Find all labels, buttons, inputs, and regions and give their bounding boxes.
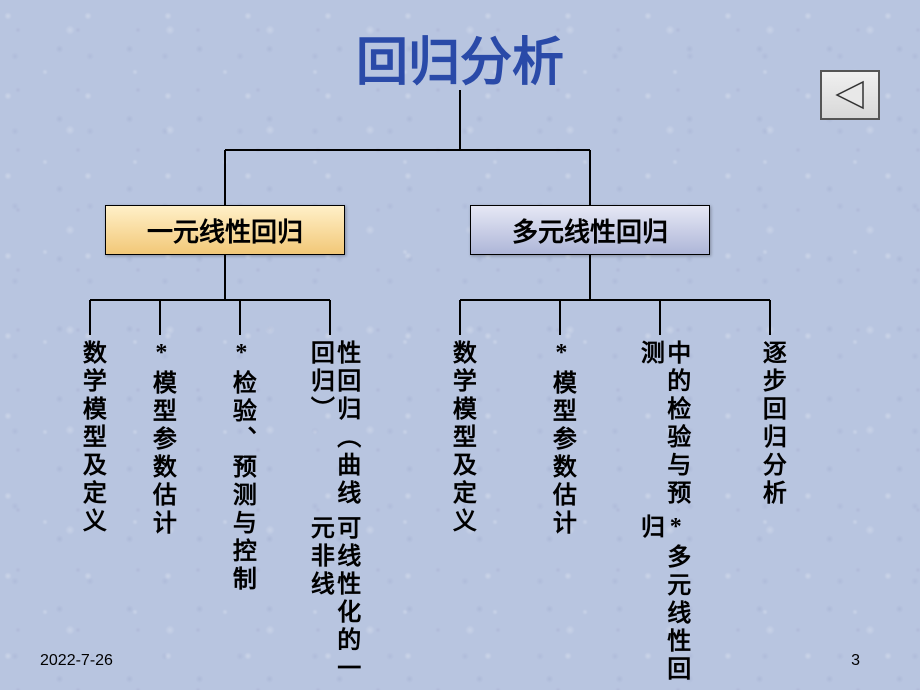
back-button[interactable] xyxy=(820,70,880,120)
leaf-label: *检验、预测与控制 xyxy=(228,340,254,594)
title-text: 回归分析 xyxy=(356,35,564,92)
branch-label: 多元线性回归 xyxy=(512,212,668,249)
branch-box-multivariate: 多元线性回归 xyxy=(470,205,710,255)
leaf-label: 可线性化的一元非线性回归（曲线回归） xyxy=(306,340,359,690)
triangle-left-icon xyxy=(833,80,867,110)
page-title: 回归分析 xyxy=(0,20,920,95)
footer-date: 2022-7-26 xyxy=(40,652,113,670)
branch-box-univariate: 一元线性回归 xyxy=(105,205,345,255)
leaf-label: *模型参数估计 xyxy=(148,340,174,538)
leaf-label: 数学模型及定义 xyxy=(448,340,474,536)
leaf-label: *模型参数估计 xyxy=(548,340,574,538)
leaf-label: *多元线性回归中的检验与预测 xyxy=(636,340,689,690)
leaf-label: 数学模型及定义 xyxy=(78,340,104,536)
leaf-label: 逐步回归分析 xyxy=(758,340,784,508)
branch-label: 一元线性回归 xyxy=(147,212,303,249)
footer-page: 3 xyxy=(851,652,860,670)
